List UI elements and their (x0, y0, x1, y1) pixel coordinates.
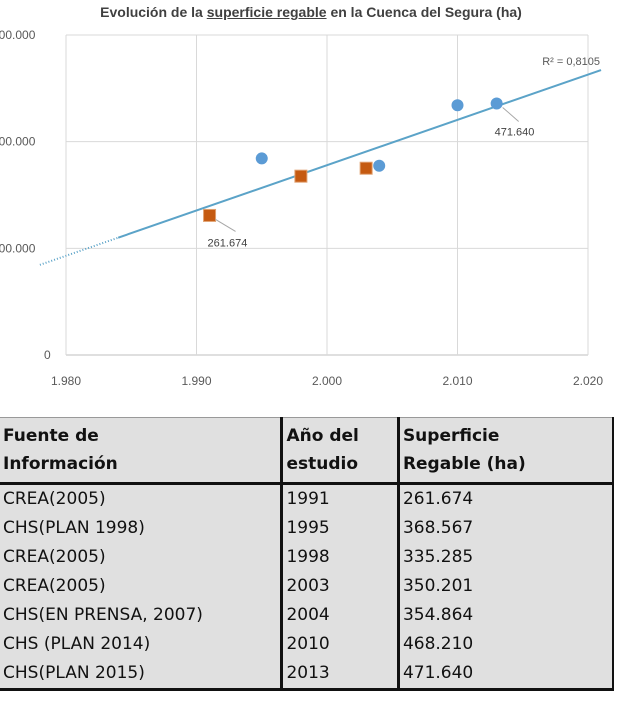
trendline (117, 69, 602, 239)
table-cell: 368.567 (396, 514, 613, 543)
data-point-chs (490, 97, 503, 110)
data-point-chs (255, 152, 268, 165)
title-part: en la Cuenca del Segura (ha) (326, 4, 522, 20)
table-cell: 261.674 (396, 483, 613, 514)
r2-label: R² = 0,8105 (542, 56, 600, 68)
table-cell: CREA(2005) (3, 489, 106, 509)
data-table: Fuente de Información Año del estudio Superf… (0, 417, 614, 691)
y-tick-label: 400.000 (0, 135, 36, 149)
table-cell: 468.210 (396, 630, 613, 659)
table-cell: 2004 (280, 601, 399, 630)
column-header: Año del estudio (280, 417, 399, 485)
table-cell: CREA(2005) (3, 576, 106, 596)
table-cell: CHS(EN PRENSA, 2007) (3, 605, 203, 625)
table-row: CHS(EN PRENSA, 2007) 2004 354.864 (0, 601, 613, 630)
data-point-crea (203, 208, 217, 222)
table-cell: 2003 (280, 572, 399, 601)
table-header-row: Fuente de Información Año del estudio Superf… (0, 417, 613, 485)
table-row: CHS(PLAN 1998) 1995 368.567 (0, 514, 613, 543)
chart-title: Evolución de la superficie regable en la… (0, 4, 622, 20)
data-point-crea (359, 161, 373, 175)
table-cell: CHS(PLAN 1998) (3, 518, 145, 538)
x-tick-label: 1.980 (51, 374, 81, 388)
annotation-leader (502, 107, 519, 122)
table-row: CREA(2005) 1991 261.674 (0, 483, 613, 514)
table-cell: 471.640 (396, 659, 613, 691)
scatter-chart: 0 200.000 400.000 600.000 1.980 1.990 2.000 2.0… (0, 28, 603, 388)
table-cell: 335.285 (396, 543, 613, 572)
table-cell: CHS(PLAN 2015) (0, 659, 282, 691)
annotation-leader (215, 219, 236, 232)
table-cell: CHS (PLAN 2014) (3, 634, 151, 654)
data-point-crea (294, 169, 308, 183)
table-row: CREA(2005) 2003 350.201 (0, 572, 613, 601)
table-cell: 354.864 (396, 601, 613, 630)
table-row: CHS(PLAN 2015) 2013 471.640 (0, 659, 613, 691)
annotation-label: 471.640 (495, 126, 535, 138)
column-header: Superficie Regable (ha) (396, 417, 613, 485)
x-tick-label: 2.000 (312, 374, 342, 388)
x-tick-label: 2.010 (442, 374, 472, 388)
table-cell: 1991 (280, 483, 399, 514)
table-cell: CREA(2005) (3, 547, 106, 567)
table-row: CHS (PLAN 2014) 2010 468.210 (0, 630, 613, 659)
table-cell: 2010 (280, 630, 399, 659)
table-cell: 350.201 (396, 572, 613, 601)
table-cell: 2013 (280, 659, 399, 691)
y-tick-label: 200.000 (0, 241, 36, 255)
table-cell: 1995 (280, 514, 399, 543)
column-header: Fuente de Información (0, 417, 282, 485)
x-tick-label: 1.990 (181, 374, 211, 388)
title-underlined: superficie regable (206, 4, 327, 20)
data-point-chs (373, 159, 386, 172)
data-point-chs (451, 99, 464, 112)
title-part: Evolución de la (100, 4, 207, 20)
trendline-dotted (39, 236, 119, 266)
y-tick-label: 600.000 (0, 28, 36, 42)
y-tick-label: 0 (44, 348, 51, 362)
annotation-label: 261.674 (208, 237, 248, 249)
x-tick-label: 2.020 (573, 374, 603, 388)
table-cell: 1998 (280, 543, 399, 572)
table-row: CREA(2005) 1998 335.285 (0, 543, 613, 572)
